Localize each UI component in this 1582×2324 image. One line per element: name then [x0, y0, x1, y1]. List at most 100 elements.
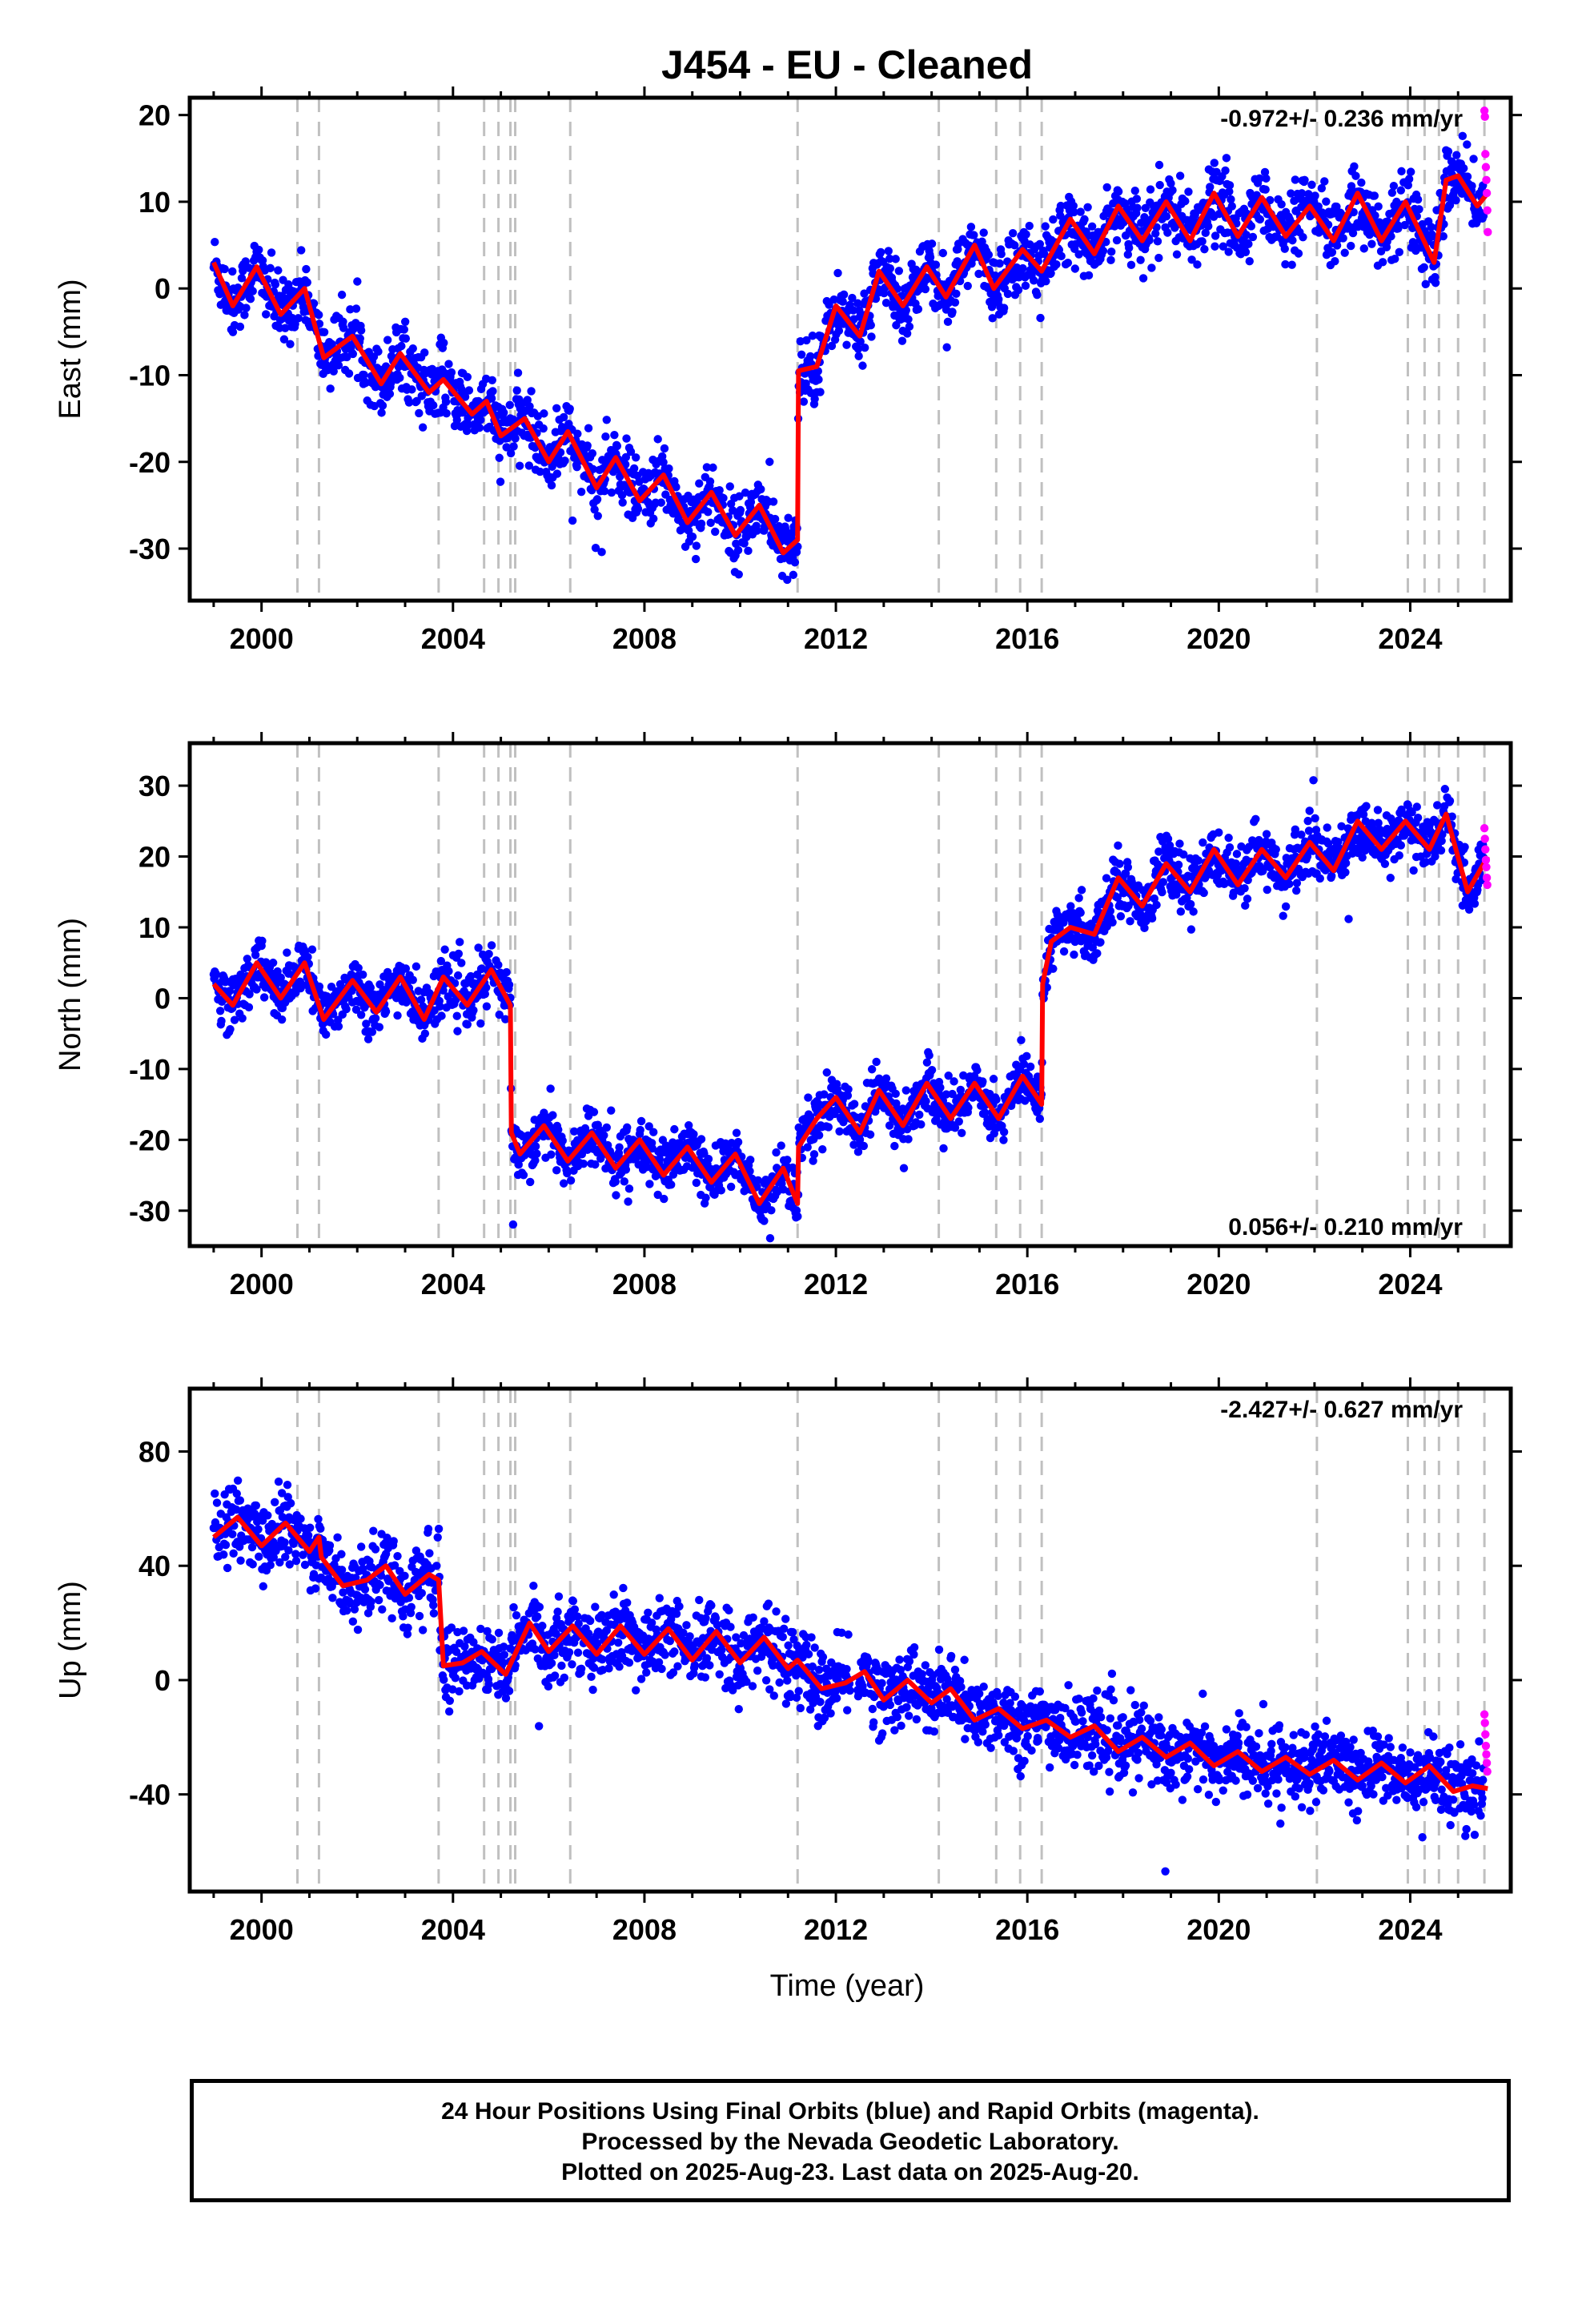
data-point	[1204, 222, 1213, 231]
data-point	[793, 1212, 802, 1221]
data-point	[1194, 856, 1203, 865]
data-point	[636, 1125, 644, 1135]
data-point	[408, 975, 417, 984]
data-point	[1433, 801, 1442, 810]
data-point	[1331, 257, 1339, 266]
rapid-point	[1481, 845, 1490, 854]
data-point	[1042, 276, 1050, 286]
data-point	[987, 303, 997, 312]
data-point	[593, 512, 602, 521]
data-point	[420, 348, 429, 357]
data-point	[624, 1184, 634, 1193]
data-point	[783, 1156, 792, 1164]
data-point	[1225, 843, 1235, 852]
data-point	[954, 1117, 963, 1126]
data-point	[602, 416, 611, 424]
data-point	[1046, 269, 1055, 278]
x-tick-label: 2008	[612, 622, 677, 655]
data-point	[1320, 177, 1329, 186]
data-point	[927, 1065, 937, 1075]
data-point	[1021, 281, 1030, 291]
data-point	[948, 308, 957, 316]
data-point	[964, 1103, 973, 1112]
data-point	[1174, 860, 1183, 870]
data-point	[858, 361, 867, 370]
y-tick-label: -30	[129, 1195, 171, 1228]
data-point	[355, 334, 364, 343]
east-frame	[187, 95, 1513, 603]
data-point	[611, 1177, 620, 1186]
data-point	[1463, 140, 1472, 149]
data-point	[866, 320, 875, 330]
east-x-axis: 2000 2004 2008 2012 2016 2020 2024	[212, 86, 1460, 655]
data-point	[237, 274, 247, 283]
data-point	[375, 1023, 384, 1031]
data-point	[892, 320, 901, 330]
data-point	[383, 336, 392, 344]
x-tick-label: 2024	[1378, 1268, 1442, 1301]
data-point	[653, 435, 662, 444]
data-point	[1458, 131, 1468, 141]
data-point	[1136, 255, 1145, 264]
data-point	[334, 360, 343, 370]
data-point	[496, 477, 505, 486]
data-point	[1460, 163, 1468, 173]
data-point	[765, 457, 774, 466]
data-point	[1404, 175, 1414, 183]
data-point	[835, 1127, 844, 1136]
data-point	[1224, 247, 1233, 256]
data-point	[1049, 215, 1058, 224]
data-point	[629, 464, 639, 473]
data-point	[783, 575, 792, 585]
data-point	[281, 324, 290, 332]
data-point	[853, 299, 862, 308]
data-point	[997, 249, 1006, 259]
data-point	[248, 287, 257, 296]
data-point	[1415, 205, 1423, 214]
data-point	[429, 400, 438, 410]
y-tick-label: -20	[129, 446, 171, 479]
data-point	[615, 1143, 624, 1152]
x-tick-label: 2020	[1186, 1268, 1251, 1301]
data-point	[453, 1027, 462, 1035]
data-point	[294, 314, 303, 323]
figure-title: J454 - EU - Cleaned	[661, 42, 1033, 87]
data-point	[818, 1144, 827, 1154]
data-point	[319, 328, 329, 336]
data-point	[559, 1179, 568, 1188]
data-point	[356, 1011, 366, 1019]
data-point	[856, 337, 865, 346]
data-point	[548, 1111, 557, 1120]
data-point	[1041, 222, 1050, 231]
rapid-point	[1480, 834, 1489, 843]
y-tick-label: -30	[129, 533, 171, 565]
data-point	[1035, 1114, 1045, 1124]
data-point	[853, 344, 863, 353]
data-point	[1175, 839, 1184, 848]
data-point	[487, 394, 496, 403]
data-point	[881, 299, 891, 308]
data-point	[1311, 191, 1319, 200]
north-final-points	[209, 776, 1488, 1243]
data-point	[268, 959, 278, 967]
data-point	[228, 1530, 237, 1539]
data-point	[1305, 806, 1314, 815]
data-point	[784, 513, 793, 522]
data-point	[1146, 185, 1155, 194]
data-point	[1373, 806, 1383, 814]
data-point	[220, 264, 229, 274]
data-point	[867, 1065, 877, 1074]
data-point	[1030, 276, 1038, 285]
data-point	[1232, 850, 1242, 858]
data-point	[464, 386, 474, 395]
data-point	[1022, 1051, 1031, 1061]
data-point	[1114, 187, 1123, 196]
data-point	[922, 275, 932, 283]
data-point	[487, 941, 496, 950]
data-point	[1221, 166, 1230, 175]
data-point	[999, 1136, 1008, 1144]
data-point	[396, 373, 404, 383]
x-tick-label: 2000	[230, 1268, 294, 1301]
data-point	[1083, 203, 1092, 211]
